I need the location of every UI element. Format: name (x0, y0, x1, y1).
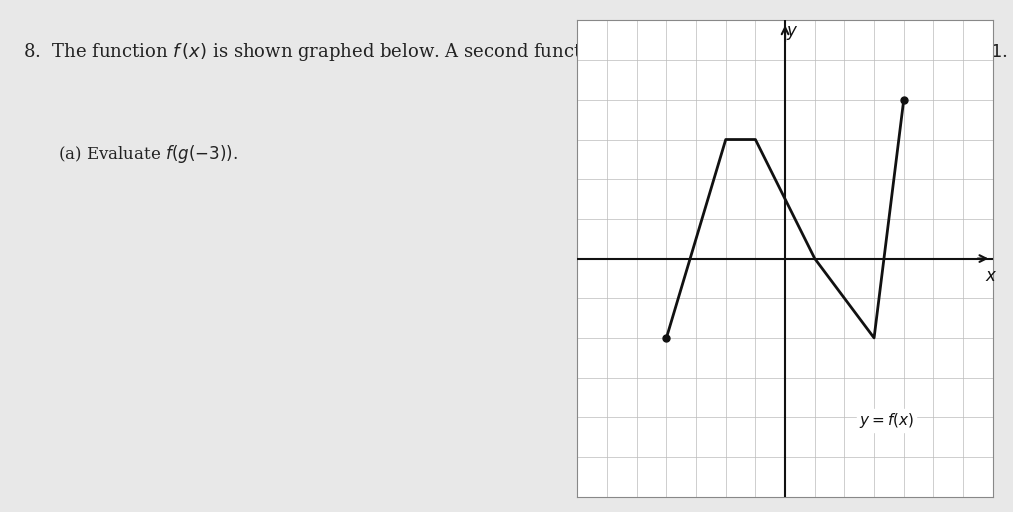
Text: $x$: $x$ (985, 268, 998, 285)
Text: $y = f(x)$: $y = f(x)$ (859, 411, 915, 430)
Text: $y$: $y$ (786, 25, 798, 42)
Text: 8.  The function $f\,(x)$ is shown graphed below. A second function, $g$, is def: 8. The function $f\,(x)$ is shown graphe… (23, 41, 1008, 63)
Text: (a) Evaluate $f(g(-3))$.: (a) Evaluate $f(g(-3))$. (58, 143, 238, 165)
